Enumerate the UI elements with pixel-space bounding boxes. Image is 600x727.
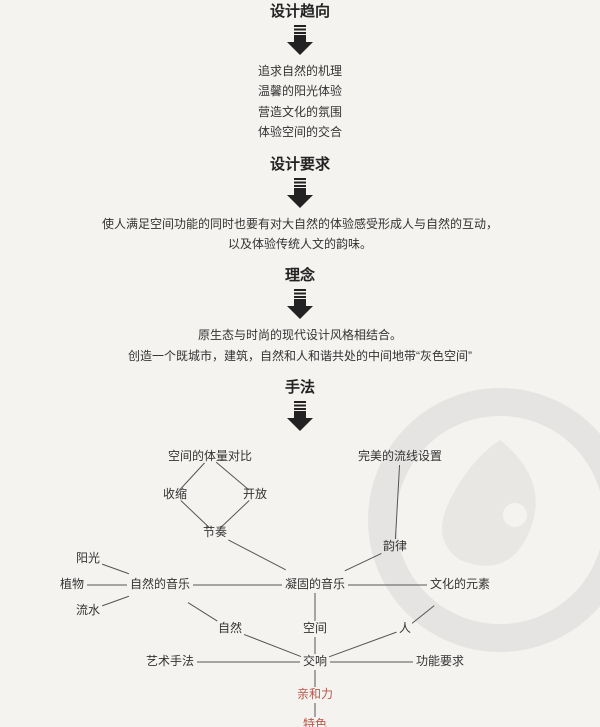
body-line: 创造一个既城市，建筑，自然和人和谐共处的中间地带“灰色空间” xyxy=(0,346,600,366)
section-title-3: 理念 xyxy=(0,264,600,285)
diagram-node: 流水 xyxy=(76,603,100,617)
section-body-1: 追求自然的机理 温馨的阳光体验 营造文化的氛围 体验空间的交合 xyxy=(0,61,600,143)
diagram-edge xyxy=(216,462,249,490)
section-body-3: 原生态与时尚的现代设计风格相结合。 创造一个既城市，建筑，自然和人和谐共处的中间… xyxy=(0,325,600,366)
diagram-edge xyxy=(228,540,285,570)
diagram-edge xyxy=(221,501,249,528)
diagram-node: 人 xyxy=(399,621,411,635)
body-line: 使人满足空间功能的同时也要有对大自然的体验感受形成人与自然的互动， xyxy=(0,214,600,234)
diagram-edge xyxy=(188,603,217,621)
diagram-node: 空间的体量对比 xyxy=(168,448,252,463)
diagram-node: 植物 xyxy=(60,576,84,591)
arrow-down-icon xyxy=(285,401,315,431)
body-line: 原生态与时尚的现代设计风格相结合。 xyxy=(0,325,600,345)
section-title-4: 手法 xyxy=(0,376,600,397)
diagram-node: 艺术手法 xyxy=(146,654,194,668)
diagram-node: 自然 xyxy=(218,620,242,635)
diagram-edge xyxy=(180,463,204,489)
diagram-edge xyxy=(102,596,129,606)
diagram-node: 交响 xyxy=(303,653,327,668)
diagram-edge xyxy=(395,465,399,539)
concept-network-diagram: 空间的体量对比 完美的流线设置收缩 开放节奏韵律阳光植物流水 自然的音乐 凝固的音乐 文化… xyxy=(40,437,560,727)
page-root: 设计趋向 追求自然的机理 温馨的阳光体验 营造文化的氛围 体验空间的交合 设计要… xyxy=(0,0,600,700)
arrow-down-icon xyxy=(285,289,315,319)
diagram-node: 功能要求 xyxy=(416,654,464,668)
arrow-down-icon xyxy=(285,25,315,55)
diagram-edge xyxy=(244,635,301,657)
diagram-edge xyxy=(181,501,209,528)
section-title-2: 设计要求 xyxy=(0,153,600,174)
diagram-node: 收缩 xyxy=(163,486,187,501)
diagram-node: 凝固的音乐 xyxy=(285,576,345,591)
body-line: 以及体验传统人文的韵味。 xyxy=(0,234,600,254)
diagram-node: 开放 xyxy=(243,486,267,501)
body-line: 体验空间的交合 xyxy=(0,122,600,142)
arrow-down-icon xyxy=(285,178,315,208)
diagram-edge xyxy=(412,606,434,624)
body-line: 温馨的阳光体验 xyxy=(0,81,600,101)
diagram-edge xyxy=(102,564,129,574)
diagram-node: 文化的元素 xyxy=(430,576,490,591)
diagram-node: 完美的流线设置 xyxy=(358,448,442,463)
diagram-node: 阳光 xyxy=(76,551,100,565)
body-line: 营造文化的氛围 xyxy=(0,102,600,122)
diagram-node: 韵律 xyxy=(383,538,407,553)
body-line: 追求自然的机理 xyxy=(0,61,600,81)
diagram-edge xyxy=(345,554,382,571)
diagram-node: 特色 xyxy=(303,716,327,727)
diagram-node: 自然的音乐 xyxy=(130,576,190,591)
section-body-2: 使人满足空间功能的同时也要有对大自然的体验感受形成人与自然的互动， 以及体验传统… xyxy=(0,214,600,255)
diagram-node: 空间 xyxy=(303,621,327,635)
section-title-1: 设计趋向 xyxy=(0,0,600,21)
diagram-edge xyxy=(329,632,396,657)
diagram-node: 节奏 xyxy=(203,525,227,539)
diagram-node: 亲和力 xyxy=(297,687,333,701)
